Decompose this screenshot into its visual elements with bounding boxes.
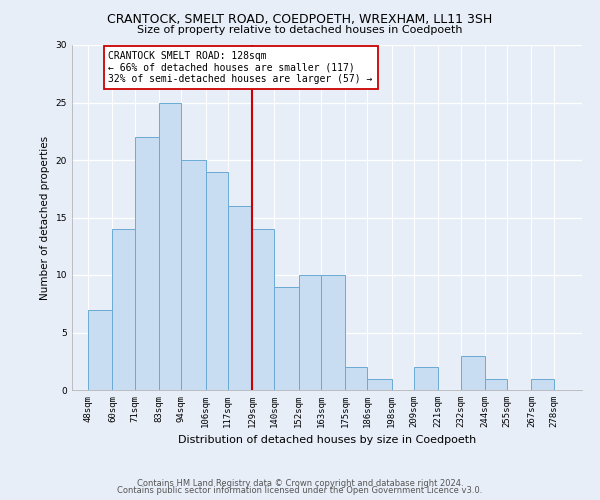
Bar — [88, 310, 112, 390]
Bar — [228, 206, 252, 390]
Bar — [206, 172, 228, 390]
Bar — [414, 367, 439, 390]
Bar — [135, 137, 159, 390]
Y-axis label: Number of detached properties: Number of detached properties — [40, 136, 50, 300]
Bar — [274, 286, 299, 390]
Bar — [112, 229, 135, 390]
Text: Contains HM Land Registry data © Crown copyright and database right 2024.: Contains HM Land Registry data © Crown c… — [137, 478, 463, 488]
Bar — [299, 275, 321, 390]
Bar — [181, 160, 206, 390]
Bar — [345, 367, 367, 390]
Text: Size of property relative to detached houses in Coedpoeth: Size of property relative to detached ho… — [137, 25, 463, 35]
Text: CRANTOCK, SMELT ROAD, COEDPOETH, WREXHAM, LL11 3SH: CRANTOCK, SMELT ROAD, COEDPOETH, WREXHAM… — [107, 12, 493, 26]
Bar — [159, 102, 181, 390]
Text: CRANTOCK SMELT ROAD: 128sqm
← 66% of detached houses are smaller (117)
32% of se: CRANTOCK SMELT ROAD: 128sqm ← 66% of det… — [109, 51, 373, 84]
X-axis label: Distribution of detached houses by size in Coedpoeth: Distribution of detached houses by size … — [178, 436, 476, 446]
Bar — [367, 378, 392, 390]
Bar — [485, 378, 507, 390]
Bar — [321, 275, 345, 390]
Bar — [461, 356, 485, 390]
Bar — [252, 229, 274, 390]
Bar — [532, 378, 554, 390]
Text: Contains public sector information licensed under the Open Government Licence v3: Contains public sector information licen… — [118, 486, 482, 495]
